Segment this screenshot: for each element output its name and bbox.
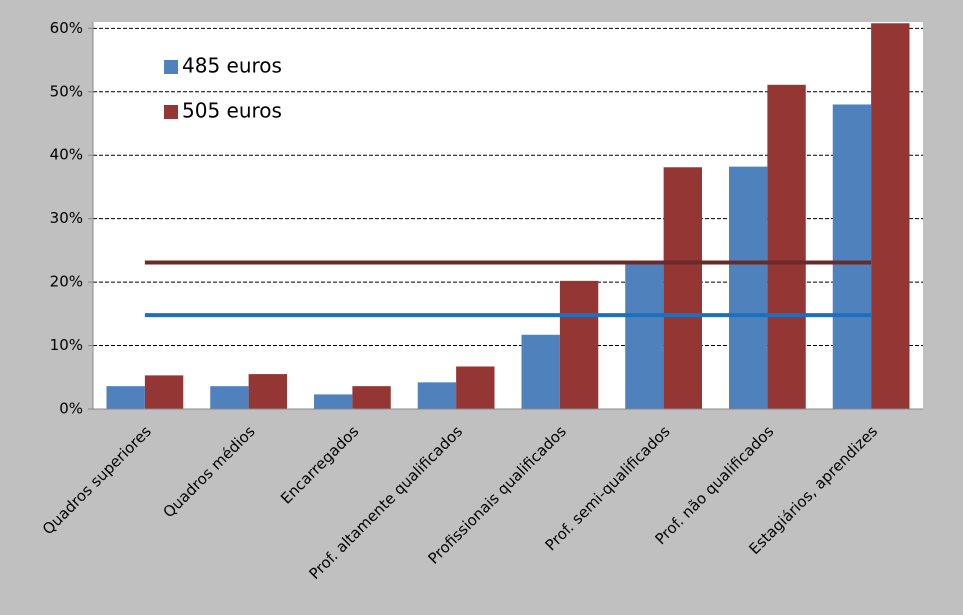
bar xyxy=(559,280,599,409)
legend-swatch xyxy=(164,60,178,74)
bar xyxy=(144,375,184,409)
y-tick-label: 20% xyxy=(50,273,83,291)
legend-swatch xyxy=(164,105,178,119)
bar xyxy=(832,104,872,410)
bar xyxy=(871,23,910,409)
bar xyxy=(767,84,806,409)
bar xyxy=(248,374,288,409)
bar xyxy=(663,167,703,409)
y-tick-label: 60% xyxy=(50,19,83,37)
y-tick-label: 40% xyxy=(50,146,83,164)
legend-text: 485 euros xyxy=(182,54,282,78)
bar xyxy=(456,366,495,409)
bar xyxy=(521,334,560,409)
bar xyxy=(106,386,145,409)
bar xyxy=(352,386,391,409)
y-tick-label: 0% xyxy=(59,400,83,418)
bar xyxy=(625,262,664,409)
legend-text: 505 euros xyxy=(182,99,282,123)
bar xyxy=(417,382,457,409)
bar xyxy=(210,386,249,409)
y-tick-label: 50% xyxy=(50,82,83,100)
bar xyxy=(728,166,768,409)
bar xyxy=(313,394,353,409)
y-tick-label: 30% xyxy=(50,209,83,227)
y-tick-label: 10% xyxy=(50,336,83,354)
